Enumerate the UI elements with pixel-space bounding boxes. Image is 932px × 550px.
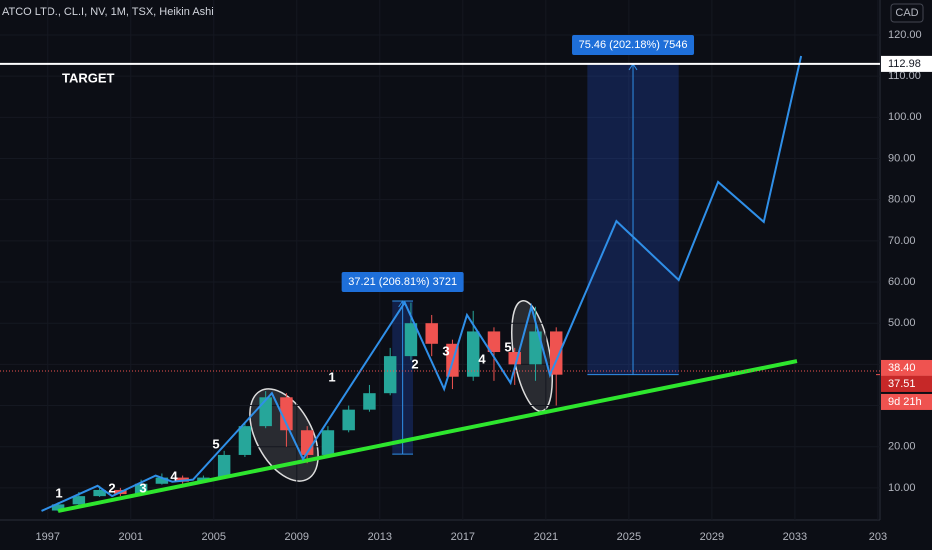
candle-body — [425, 323, 438, 344]
price-tag-text: 9d 21h — [888, 396, 922, 408]
candle-body — [93, 489, 106, 497]
target-price: 112.98 — [888, 58, 921, 70]
chart-title: ATCO LTD., CL.I, NV, 1M, TSX, Heikin Ash… — [2, 6, 214, 18]
y-tick-label: 10.00 — [888, 482, 916, 494]
x-tick-label: 2021 — [534, 531, 558, 543]
y-tick-label: 20.00 — [888, 441, 916, 453]
candle-body — [72, 496, 86, 505]
y-tick-label: 70.00 — [888, 235, 916, 247]
candle-body — [155, 477, 169, 484]
x-tick-label: 2001 — [119, 531, 143, 543]
candle-body — [238, 426, 252, 455]
wave-label: 1 — [55, 485, 62, 500]
candle-body — [51, 504, 65, 511]
measure-label-box — [341, 271, 464, 292]
wave-label: 2 — [108, 480, 115, 495]
candle-body — [383, 356, 397, 394]
price-tag-text: 38.40 — [888, 362, 916, 374]
y-tick-label: 50.00 — [888, 317, 916, 329]
y-tick-label: 60.00 — [888, 276, 916, 288]
candle-body — [363, 393, 376, 410]
candle-body — [466, 331, 480, 377]
measure-label-box — [572, 34, 695, 55]
x-tick-label: 2013 — [368, 531, 392, 543]
x-tick-label: 2017 — [451, 531, 475, 543]
price-tag — [881, 375, 932, 392]
wave-label: 3 — [139, 480, 146, 495]
y-tick-label: 100.00 — [888, 111, 922, 123]
wave-label: 5 — [212, 436, 219, 451]
x-tick-label: 1997 — [35, 531, 59, 543]
x-tick-label: 2029 — [700, 531, 724, 543]
wave-label: 2 — [411, 356, 418, 371]
y-tick-label: 120.00 — [888, 29, 922, 41]
candle-body — [280, 397, 293, 431]
candle-body — [321, 430, 335, 455]
wave-label: 3 — [442, 343, 449, 358]
measure-label: 37.21 (206.81%) 3721 — [348, 276, 457, 288]
measure-label: 75.46 (202.18%) 7546 — [579, 39, 688, 51]
currency-box — [890, 3, 924, 23]
y-tick-label: 90.00 — [888, 152, 916, 164]
candle-body — [529, 331, 542, 365]
candle-body — [342, 409, 355, 431]
target-price-box — [881, 55, 932, 72]
trendline — [57, 359, 798, 513]
candle-body — [134, 483, 148, 495]
wave-label: 5 — [504, 339, 511, 354]
x-tick-label: 2009 — [285, 531, 309, 543]
candle-body — [176, 477, 189, 482]
wave-label: 4 — [478, 351, 486, 366]
currency: CAD — [895, 7, 918, 19]
y-tick-label: 110.00 — [888, 70, 921, 82]
wave-label: 4 — [170, 468, 178, 483]
wave-line — [41, 55, 803, 512]
wave-label: 1 — [328, 369, 335, 384]
price-tag-text: 37.51 — [888, 378, 916, 390]
x-tick-label: 2033 — [783, 531, 807, 543]
x-tick-label: 203 — [869, 531, 887, 543]
candle-body — [404, 323, 418, 357]
x-tick-label: 2025 — [617, 531, 641, 543]
price-tag — [881, 393, 932, 410]
y-tick-label: 80.00 — [888, 194, 916, 206]
candle-body — [259, 397, 272, 427]
candle-body — [487, 331, 501, 353]
candle-body — [217, 454, 231, 478]
price-tag — [881, 359, 932, 376]
target-label: TARGET — [62, 70, 115, 85]
candle-body — [550, 331, 563, 375]
x-tick-label: 2005 — [202, 531, 226, 543]
